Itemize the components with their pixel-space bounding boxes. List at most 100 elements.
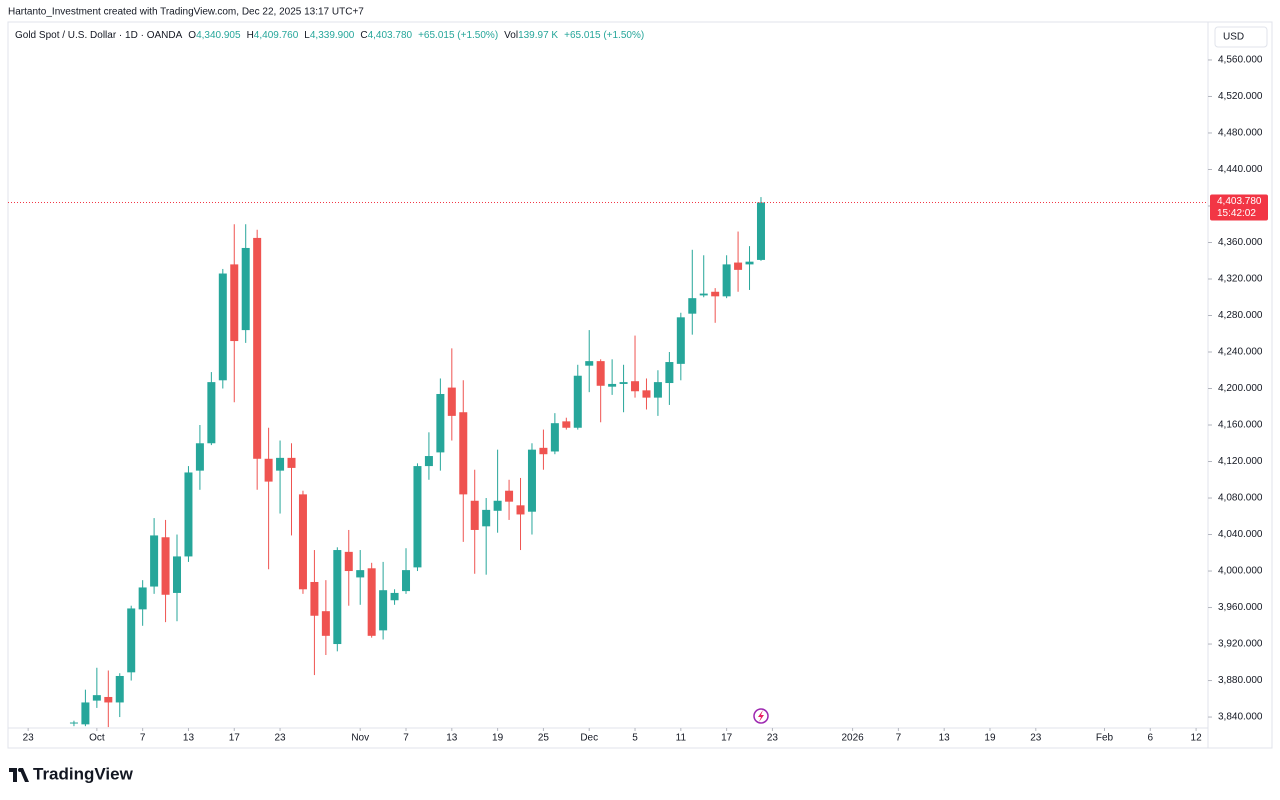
candle-body [516, 505, 525, 515]
candle-body [688, 298, 697, 314]
candle-body [321, 611, 330, 636]
y-tick-label: 4,440.000 [1218, 164, 1263, 175]
y-tick-label: 4,520.000 [1218, 91, 1263, 102]
x-tick-label: 13 [446, 733, 458, 744]
legend-item: 4,339.900 [310, 30, 355, 41]
candle-body [253, 237, 262, 459]
y-tick-label: 4,200.000 [1218, 383, 1263, 394]
legend-item: 139.97 K [518, 30, 558, 41]
legend-item: +65.015 (+1.50%) [418, 30, 498, 41]
x-tick-label: Nov [351, 733, 369, 744]
candle-body [699, 293, 708, 296]
x-tick-label: 17 [721, 733, 733, 744]
legend-item: 4,340.905 [196, 30, 241, 41]
y-tick-label: 4,120.000 [1218, 456, 1263, 467]
candle-body [676, 317, 685, 364]
candle-body [207, 382, 216, 444]
x-tick-label: 19 [492, 733, 504, 744]
candle-body [367, 568, 376, 636]
legend-item: +65.015 (+1.50%) [564, 30, 644, 41]
candle-body [447, 387, 456, 416]
candle-body [298, 494, 307, 590]
x-tick-label: 19 [984, 733, 996, 744]
x-tick-label: Dec [580, 733, 598, 744]
candle-body [562, 421, 571, 428]
candle-body [711, 291, 720, 297]
candle-body [356, 570, 365, 578]
candle-body [608, 383, 617, 387]
currency-box[interactable] [1214, 26, 1268, 48]
legend-item: Vol [504, 30, 518, 41]
candle-body [470, 500, 479, 530]
candle-body [230, 264, 239, 342]
candle-body [104, 696, 113, 703]
x-tick-label: 25 [538, 733, 550, 744]
y-tick-label: 4,560.000 [1218, 55, 1263, 66]
candle-body [585, 361, 594, 366]
x-tick-label: 7 [896, 733, 902, 744]
x-tick-label: 7 [403, 733, 409, 744]
x-tick-label: Oct [89, 733, 105, 744]
candle-body [413, 466, 422, 568]
brand-logo [9, 768, 29, 782]
candle-body [115, 675, 124, 703]
candle-body [459, 412, 468, 495]
candle-body [665, 362, 674, 384]
candle-body [505, 490, 514, 502]
candle-body [310, 581, 319, 616]
candle-body [379, 590, 388, 631]
y-tick-label: 4,320.000 [1218, 274, 1263, 285]
candle-body [539, 447, 548, 455]
candle-body [287, 457, 296, 468]
candle-body [402, 570, 411, 592]
countdown: 15:42:02 [1217, 208, 1256, 219]
y-tick-label: 4,240.000 [1218, 347, 1263, 358]
y-tick-label: 4,280.000 [1218, 310, 1263, 321]
candle-body [69, 722, 78, 724]
x-tick-label: 13 [183, 733, 195, 744]
x-tick-label: 7 [140, 733, 146, 744]
candle-body [527, 449, 536, 512]
candle-body [173, 556, 182, 593]
candle-body [573, 375, 582, 428]
legend: Gold Spot / U.S. Dollar · 1D · OANDA O4,3… [15, 30, 644, 41]
candle-body [436, 393, 445, 453]
x-tick-label: 11 [676, 733, 687, 744]
y-tick-label: 3,920.000 [1218, 639, 1263, 650]
candle-body [642, 390, 651, 398]
candle-body [493, 500, 502, 511]
x-tick-label: 17 [229, 733, 241, 744]
credit: Hartanto_Investment created with Trading… [8, 7, 364, 18]
currency: USD [1223, 32, 1244, 43]
candle-body [138, 587, 147, 610]
legend-item: 4,409.760 [254, 30, 299, 41]
x-tick-label: 23 [23, 733, 35, 744]
candle-body [745, 261, 754, 265]
y-tick-label: 4,360.000 [1218, 237, 1263, 248]
y-tick-label: 4,000.000 [1218, 566, 1263, 577]
candle-body [218, 273, 227, 381]
lightning-icon[interactable] [753, 708, 769, 724]
candle-body [276, 457, 285, 471]
candle-body [184, 472, 193, 557]
x-tick-label: Feb [1096, 733, 1114, 744]
candle-body [653, 382, 662, 398]
candle-body [150, 535, 159, 587]
y-tick-label: 4,040.000 [1218, 529, 1263, 540]
x-tick-label: 13 [939, 733, 951, 744]
candle-body [596, 361, 605, 386]
frame [7, 21, 1273, 749]
x-tick-label: 6 [1148, 733, 1154, 744]
legend-item: 4,403.780 [368, 30, 413, 41]
last-price-label: 4,403.780 [1217, 196, 1262, 207]
y-tick-label: 4,160.000 [1218, 420, 1263, 431]
legend-item: Gold Spot / U.S. Dollar · 1D · OANDA [15, 30, 183, 41]
y-tick-label: 3,840.000 [1218, 712, 1263, 723]
legend-item: C [360, 30, 367, 41]
y-tick-label: 3,880.000 [1218, 675, 1263, 686]
candle-body [127, 608, 136, 673]
candle-body [333, 550, 342, 645]
candle-body [81, 702, 90, 725]
